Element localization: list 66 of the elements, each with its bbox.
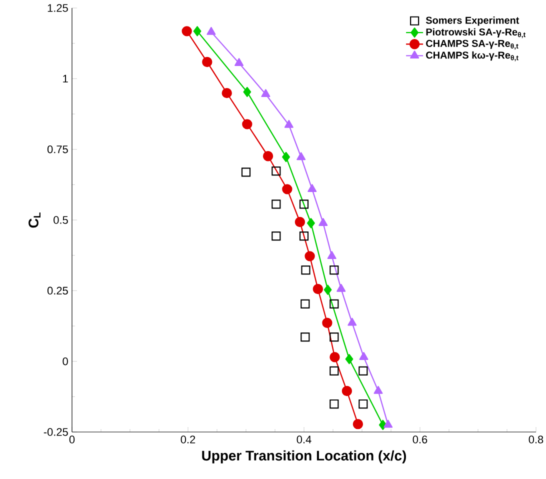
point xyxy=(352,418,364,430)
point xyxy=(241,168,251,177)
x-tick-label: 0.8 xyxy=(528,436,544,444)
x-tick-label: 0.2 xyxy=(180,436,196,444)
point xyxy=(284,120,294,128)
point xyxy=(222,88,232,98)
point xyxy=(182,26,192,36)
point xyxy=(294,216,306,228)
point xyxy=(304,251,315,262)
point xyxy=(206,26,216,35)
point xyxy=(330,299,339,308)
point xyxy=(336,284,346,292)
point xyxy=(374,386,383,394)
point xyxy=(272,200,281,209)
point xyxy=(242,119,252,130)
point xyxy=(282,184,292,194)
y-tick-label: 0.25 xyxy=(47,286,68,295)
point xyxy=(261,89,270,98)
point xyxy=(272,232,281,241)
point xyxy=(327,251,336,260)
point xyxy=(330,399,339,409)
point xyxy=(234,58,244,66)
point xyxy=(243,86,252,98)
point xyxy=(358,366,368,376)
point xyxy=(193,26,202,36)
legend-label: Piotrowski SA-γ-Re$_{θ,t}$ xyxy=(426,28,526,38)
x-axis-title: Upper Transition Location (x/c) xyxy=(202,450,406,464)
y-tick-label: 0.5 xyxy=(54,216,68,224)
y-tick-label: 0.75 xyxy=(47,145,68,154)
legend-label: CHAMPS SA-γ-Re$_{θ,t}$ xyxy=(426,40,518,50)
y-tick-label: -0.25 xyxy=(44,428,68,436)
point xyxy=(202,56,212,68)
point xyxy=(345,354,354,364)
point xyxy=(308,184,317,192)
point xyxy=(330,366,339,376)
point xyxy=(348,318,357,326)
point xyxy=(272,166,281,176)
point xyxy=(342,386,352,396)
point xyxy=(300,332,310,342)
legend-label: CHAMPS kω-γ-Re$_{θ,t}$ xyxy=(426,51,518,62)
point xyxy=(358,399,368,409)
point xyxy=(296,152,306,160)
point xyxy=(299,200,309,209)
point xyxy=(299,232,309,241)
point xyxy=(306,218,315,228)
point xyxy=(301,265,310,275)
point xyxy=(330,265,339,275)
point xyxy=(300,299,310,308)
point xyxy=(262,151,274,162)
point xyxy=(312,284,324,294)
x-tick-label: 0.4 xyxy=(296,436,312,444)
legend-label: Somers Experiment xyxy=(426,16,520,26)
y-tick-label: 1 xyxy=(63,74,68,82)
point xyxy=(330,352,340,362)
point xyxy=(322,318,332,328)
x-tick-label: 0.6 xyxy=(412,436,428,444)
point xyxy=(318,218,328,226)
point xyxy=(384,420,393,428)
y-axis-title: C$_{L}$ xyxy=(28,212,40,228)
point xyxy=(330,332,339,342)
point xyxy=(282,152,290,162)
point xyxy=(324,284,332,295)
point xyxy=(359,352,368,360)
y-tick-label: 0 xyxy=(62,357,68,366)
x-tick-label: 0 xyxy=(69,436,75,444)
y-tick-label: 1.25 xyxy=(48,4,68,12)
